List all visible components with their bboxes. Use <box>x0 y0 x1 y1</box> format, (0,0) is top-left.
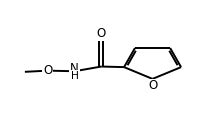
Text: O: O <box>148 79 157 92</box>
Text: N: N <box>70 62 79 75</box>
Text: O: O <box>43 64 52 77</box>
Text: H: H <box>71 71 78 81</box>
Text: O: O <box>97 27 106 40</box>
